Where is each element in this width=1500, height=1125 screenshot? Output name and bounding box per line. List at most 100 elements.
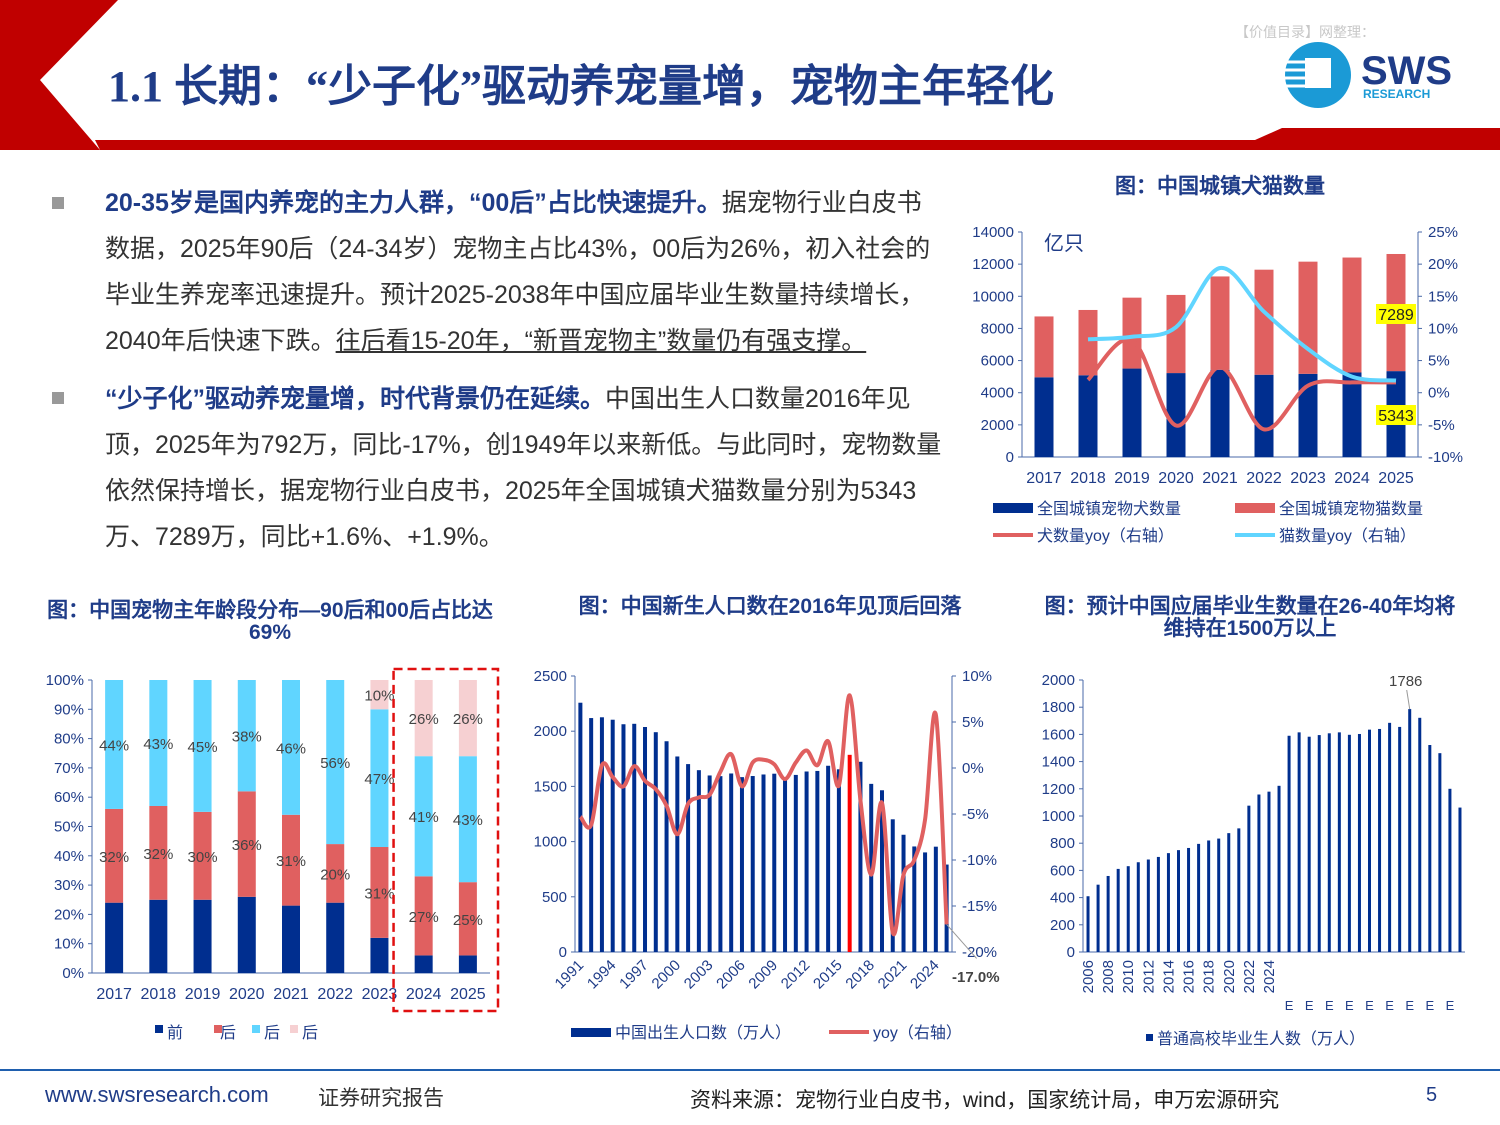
bar [1257, 794, 1261, 952]
bar [847, 754, 852, 952]
annotation-label: 5343 [1378, 408, 1414, 425]
bar [879, 790, 884, 952]
bar-segment [326, 680, 345, 845]
bullet-heading: “少子化”驱动养宠量增，时代背景仍在延续。 [105, 385, 606, 413]
x-tick-label: 2021 [1202, 470, 1238, 487]
bar [1136, 862, 1140, 952]
y-tick-label: 30% [54, 877, 84, 894]
bar [1116, 868, 1120, 952]
bar [1166, 853, 1170, 952]
bar-segment [458, 955, 477, 973]
footer-url-link[interactable]: www.swsresearch.com [45, 1082, 269, 1107]
bar-segment [193, 899, 212, 973]
annotation-bg [1376, 304, 1416, 324]
x-tick-label: 2020 [1158, 470, 1194, 487]
highlight-box [392, 667, 500, 1013]
data-label: 36% [232, 837, 262, 854]
bar-segment [1078, 375, 1098, 457]
x-tick-label: 2018 [1201, 960, 1218, 993]
x-tick-label: 2022 [1246, 470, 1282, 487]
y-tick-label: 8000 [981, 320, 1014, 337]
chart-title-births: 图：中国新生人口数在2016年见顶后回落 [578, 595, 962, 618]
x-tick-label: 2012 [778, 957, 814, 993]
line-series [578, 693, 949, 937]
bar [1197, 843, 1201, 952]
bar [1388, 722, 1392, 952]
legend-label: 中国出生人口数（万人） [615, 1024, 791, 1042]
y2-tick-label: -5% [962, 806, 989, 823]
legend-swatch [252, 1025, 260, 1033]
bullet-paragraph-1: 20-35岁是国内养宠的主力人群，“00后”占比快速提升。据宠物行业白皮书数据，… [105, 180, 945, 364]
bar-segment [1254, 374, 1274, 457]
unit-label: 亿只 [1044, 232, 1084, 255]
y-tick-label: 1500 [534, 778, 567, 795]
sws-logo: SWS RESEARCH [1283, 40, 1473, 110]
bar-segment [237, 896, 256, 973]
legend-label: 前 [167, 1024, 183, 1042]
bar-segment [193, 680, 212, 812]
y-tick-label: 0% [62, 965, 84, 982]
y-tick-label: 60% [54, 789, 84, 806]
bar [1327, 733, 1331, 952]
bar-segment [370, 847, 389, 938]
bar [1438, 753, 1442, 952]
bar-segment [370, 709, 389, 848]
bar [858, 761, 863, 952]
bar [1458, 807, 1462, 952]
bar-segment [458, 756, 477, 883]
x-tick-label: 2018 [1070, 470, 1106, 487]
bar [890, 819, 895, 952]
y-tick-label: 6000 [981, 353, 1014, 370]
bar [772, 773, 777, 952]
y-tick-label: 2000 [1042, 672, 1075, 689]
bar-segment [414, 680, 433, 757]
bar-segment [1078, 309, 1098, 376]
bar [610, 719, 615, 952]
x-tick-label: 2000 [649, 957, 685, 993]
bar-segment [237, 791, 256, 897]
bar [675, 756, 680, 952]
x-tick-label: 2024 [1334, 470, 1370, 487]
bar-segment [326, 844, 345, 903]
bullet-paragraph-2: “少子化”驱动养宠量增，时代背景仍在延续。中国出生人口数量2016年见顶，202… [105, 376, 945, 560]
bar-segment [149, 899, 168, 973]
chart-title-pets: 图：中国城镇犬猫数量 [1115, 175, 1325, 198]
svg-text:SWS: SWS [1361, 49, 1452, 93]
y2-tick-label: 25% [1428, 224, 1458, 241]
y-tick-label: 14000 [972, 224, 1014, 241]
data-label: 26% [409, 711, 439, 728]
x-tick-label: 2022 [1241, 960, 1258, 993]
annotation-label: -17.0% [952, 969, 1000, 986]
bar-segment [1122, 297, 1142, 369]
bar-segment [149, 680, 168, 806]
legend-swatch [571, 1028, 611, 1037]
bar-segment [105, 680, 124, 809]
x-tick-label: 2014 [1160, 960, 1177, 993]
legend-swatch [1235, 503, 1275, 513]
y-tick-label: 50% [54, 819, 84, 836]
bullet-icon [52, 197, 64, 209]
legend-swatch [214, 1025, 222, 1033]
y2-tick-label: -15% [962, 898, 997, 915]
bar-segment [458, 680, 477, 757]
y-tick-label: 2000 [981, 417, 1014, 434]
y2-tick-label: 15% [1428, 288, 1458, 305]
x-tick-label: 2024 [406, 986, 442, 1003]
data-label: 10% [364, 688, 394, 705]
legend-label: 全国城镇宠物犬数量 [1037, 500, 1181, 518]
legend-swatch [155, 1025, 163, 1033]
bar-segment [414, 955, 433, 973]
y-tick-label: 12000 [972, 256, 1014, 273]
x-tick-label: 1994 [584, 957, 620, 993]
y-tick-label: 400 [1050, 890, 1075, 907]
bar [621, 724, 626, 952]
bullet-icon [52, 392, 64, 404]
x-tick-label: 2012 [1140, 960, 1157, 993]
page-number: 5 [1426, 1084, 1438, 1106]
data-label: 31% [364, 885, 394, 902]
y-tick-label: 100% [46, 672, 84, 689]
bar [718, 776, 723, 952]
x-tick-label: 2018 [842, 957, 878, 993]
legend-label: 普通高校毕业生人数（万人） [1157, 1030, 1365, 1048]
bar [1428, 745, 1432, 952]
